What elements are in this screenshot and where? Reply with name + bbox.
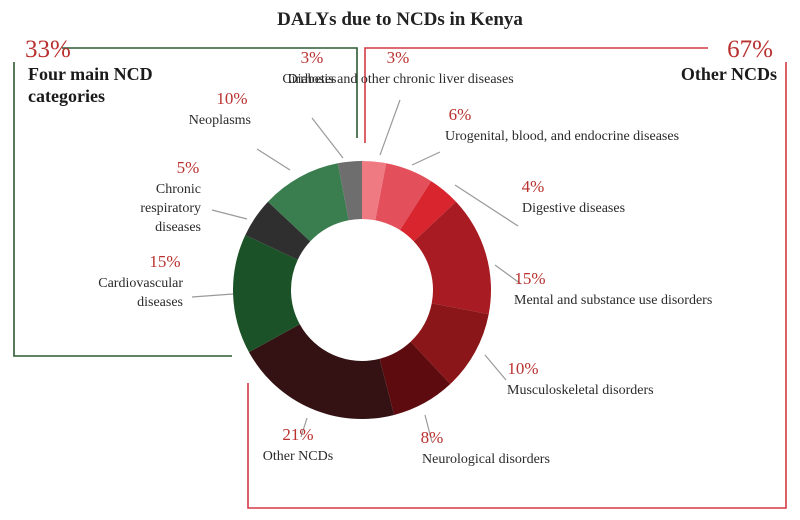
slice-category-label: Mental and substance use disorders (514, 293, 712, 308)
group-frame-other-ncds (247, 47, 787, 509)
slice-category-label-line: respiratory (140, 201, 201, 216)
slice-category-label-line: Mental and substance use disorders (514, 293, 712, 308)
donut-slice (232, 235, 300, 353)
slices-layer (232, 161, 491, 420)
slice-category-label: Cardiovascular diseases (98, 276, 183, 310)
group-name-line: Four main NCD (28, 64, 153, 84)
group-name-line: categories (28, 86, 105, 106)
slice-pct-label: 3% (301, 48, 324, 67)
slice-category-label-line: Urogenital, blood, and endocrine disease… (445, 129, 679, 144)
slice-category-label-line: Neoplasms (189, 113, 251, 128)
leader-line (311, 117, 344, 159)
group-frame-four-main (13, 47, 358, 357)
slice-category-label-line: diseases (137, 295, 183, 310)
slice-pct-label: 10% (216, 89, 247, 108)
leader-line (484, 354, 507, 381)
leader-line (256, 148, 291, 171)
group-pct-four-main: 33% (25, 36, 71, 63)
slice-pct-label: 10% (507, 359, 538, 378)
leader-line (379, 99, 401, 156)
slice-category-label-line: Cardiovascular (98, 276, 183, 291)
slice-pct-label: 4% (522, 177, 545, 196)
donut-slice (400, 181, 457, 242)
slice-pct-label: 15% (149, 252, 180, 271)
slice-category-label: Neurological disorders (422, 452, 550, 467)
slice-pct-label: 21% (282, 425, 313, 444)
chart-title: DALYs due to NCDs in Kenya (277, 9, 523, 30)
group-pct-other-ncds: 67% (727, 36, 773, 63)
slice-category-label-line: Musculoskeletal disorders (507, 383, 654, 398)
donut-slice (248, 324, 395, 420)
donut-slice (267, 163, 349, 242)
slice-pct-label: 5% (177, 158, 200, 177)
slice-category-label: Musculoskeletal disorders (507, 383, 654, 398)
slice-category-label-line: Chronic (156, 182, 201, 197)
leader-line (494, 264, 522, 285)
donut-slice (337, 161, 362, 221)
leader-line (411, 151, 441, 166)
slice-category-label: Neoplasms (189, 113, 251, 128)
leader-line (211, 209, 248, 220)
slice-pct-label: 15% (514, 269, 545, 288)
slice-pct-label: 6% (449, 105, 472, 124)
slice-category-label: Digestive diseases (522, 201, 625, 216)
slice-category-label-line: diseases (155, 220, 201, 235)
slice-category-label-line: Cirrhosis and other chronic liver diseas… (282, 72, 513, 87)
labels-layer: 3% Cirrhosis and other chronic liver dise… (98, 48, 712, 467)
slice-category-label: Diabetes (288, 72, 337, 87)
donut-slice (375, 163, 432, 231)
donut-slice (245, 201, 311, 260)
donut-slice (362, 161, 387, 221)
slice-category-label-line: Diabetes (288, 72, 337, 87)
group-name-other-ncds: Other NCDs (681, 64, 777, 84)
leader-line (424, 414, 433, 443)
slice-pct-label: 8% (421, 428, 444, 447)
leader-line (300, 417, 308, 438)
slice-category-label-line: Other NCDs (263, 449, 333, 464)
slice-category-label-line: Digestive diseases (522, 201, 625, 216)
donut-slice (379, 341, 451, 415)
slice-pct-label: 3% (387, 48, 410, 67)
slice-category-label: Other NCDs (263, 449, 333, 464)
slice-category-label: Cirrhosis and other chronic liver diseas… (282, 72, 513, 87)
slice-category-label: Urogenital, blood, and endocrine disease… (445, 129, 679, 144)
donut-slice (413, 201, 491, 315)
leaders-layer (191, 99, 522, 443)
leader-line (191, 293, 234, 298)
slice-category-label-line: Neurological disorders (422, 452, 550, 467)
leader-line (454, 184, 519, 227)
donut-slice (410, 303, 489, 385)
group-name-four-main: Four main NCD categories (28, 64, 157, 106)
slice-category-label: Chronic respiratory diseases (140, 182, 201, 235)
